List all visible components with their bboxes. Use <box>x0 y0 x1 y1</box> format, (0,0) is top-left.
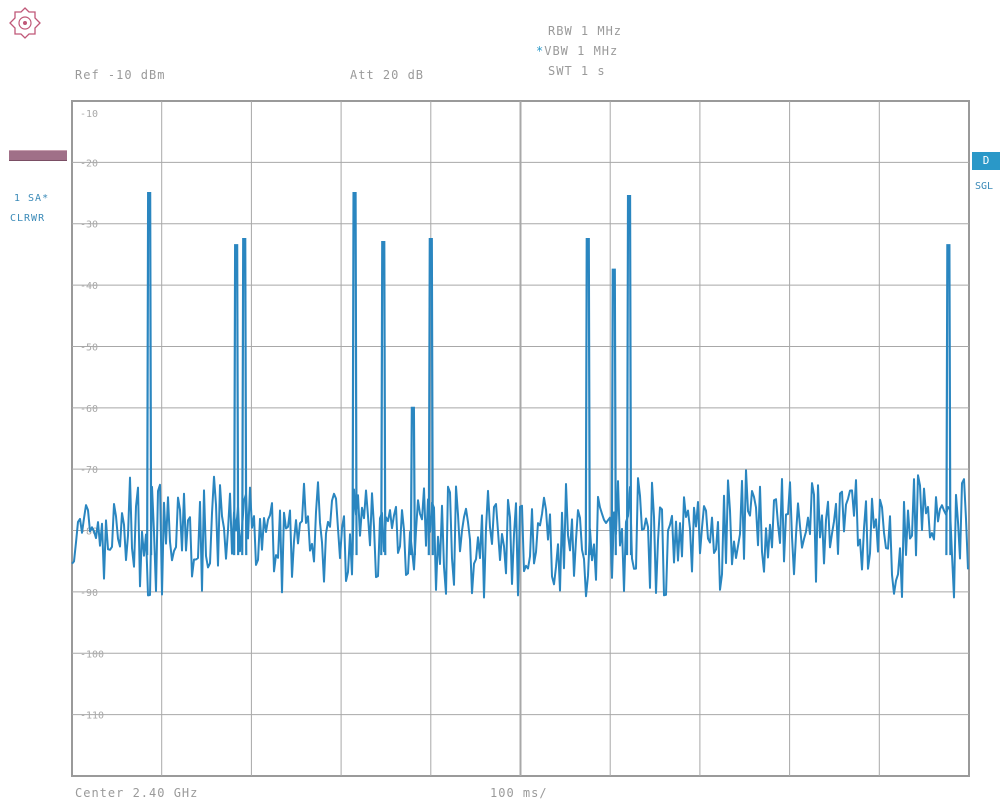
y-tick-label: -90 <box>80 588 98 599</box>
attenuation-readout: Att 20 dB <box>350 68 425 82</box>
marker-indicator <box>9 150 67 161</box>
single-sweep-label: SGL <box>975 181 994 192</box>
plot-grid <box>72 101 969 776</box>
time-per-division-readout: 100 ms/ <box>490 786 548 800</box>
sweep-time-readout: SWT 1 s <box>548 64 606 78</box>
vbw-readout: *VBW 1 MHz <box>536 44 618 58</box>
y-tick-label: -20 <box>80 158 98 169</box>
trace-clear-write-label: CLRWR <box>10 213 46 224</box>
vbw-value: VBW 1 MHz <box>544 44 619 58</box>
y-tick-label: -70 <box>80 465 98 476</box>
trace-mode-label: 1 SA* <box>14 193 50 204</box>
y-tick-label: -80 <box>80 527 98 538</box>
y-tick-label: -100 <box>80 649 104 660</box>
signal-spike <box>427 237 434 556</box>
vbw-modified-marker: * <box>536 44 545 58</box>
signal-spike <box>610 268 617 556</box>
noise-floor-trace <box>71 469 969 599</box>
y-tick-label: -30 <box>80 220 98 231</box>
trace-layer <box>71 191 969 599</box>
instrument-logo-icon <box>9 7 41 39</box>
reference-level-readout: Ref -10 dBm <box>75 68 166 82</box>
signal-spike <box>584 237 591 556</box>
center-frequency-readout: Center 2.40 GHz <box>75 786 199 800</box>
y-tick-label: -110 <box>80 711 104 722</box>
signal-spike <box>146 191 153 556</box>
signal-spike <box>241 237 248 556</box>
signal-spike <box>945 244 952 556</box>
signal-spike <box>625 195 633 556</box>
signal-spike <box>351 191 358 556</box>
y-tick-labels: -10 -20 -30 -40 -50 -60 -70 -80 -90 -100 -110 <box>80 109 104 722</box>
signal-spike <box>409 406 416 556</box>
y-tick-label: -60 <box>80 404 98 415</box>
y-tick-label: -40 <box>80 281 98 292</box>
y-tick-label: -10 <box>80 109 98 120</box>
y-tick-label: -50 <box>80 342 98 353</box>
signal-spike <box>380 241 387 556</box>
detector-badge: D <box>972 152 1000 170</box>
rbw-readout: RBW 1 MHz <box>548 24 623 38</box>
signal-spike <box>233 244 240 556</box>
